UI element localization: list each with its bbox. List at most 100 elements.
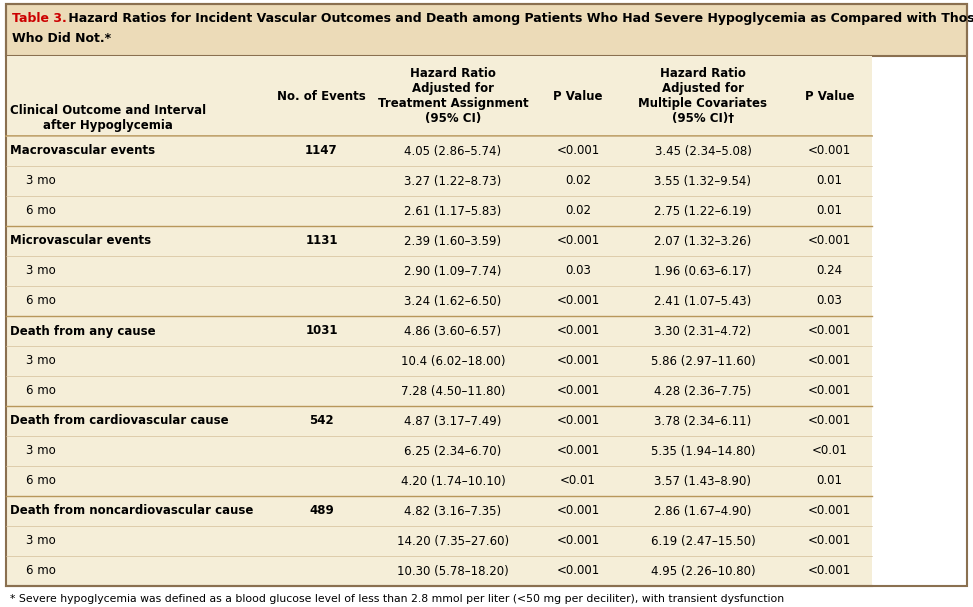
Text: 2.86 (1.67–4.90): 2.86 (1.67–4.90) [654,504,752,518]
Text: 4.20 (1.74–10.10): 4.20 (1.74–10.10) [401,475,505,487]
Text: 1.96 (0.63–6.17): 1.96 (0.63–6.17) [654,265,752,277]
Text: 5.86 (2.97–11.60): 5.86 (2.97–11.60) [651,354,755,367]
Text: Who Did Not.*: Who Did Not.* [12,32,111,45]
Text: 0.02: 0.02 [565,205,591,217]
Text: 6.19 (2.47–15.50): 6.19 (2.47–15.50) [651,535,755,548]
Bar [6,346,872,376]
Text: 542: 542 [309,415,334,427]
Text: Hazard Ratios for Incident Vascular Outcomes and Death among Patients Who Had Se: Hazard Ratios for Incident Vascular Outc… [64,12,973,25]
Text: 2.41 (1.07–5.43): 2.41 (1.07–5.43) [655,294,751,308]
Text: 6 mo: 6 mo [26,294,55,308]
Bar [6,56,872,136]
Text: 4.05 (2.86–5.74): 4.05 (2.86–5.74) [405,144,501,157]
Text: <0.001: <0.001 [557,504,599,518]
Text: 3.78 (2.34–6.11): 3.78 (2.34–6.11) [655,415,751,427]
Bar [6,286,872,316]
Text: 0.24: 0.24 [816,265,843,277]
Bar [6,316,872,346]
Bar [6,556,872,586]
Text: <0.001: <0.001 [557,144,599,157]
Text: <0.001: <0.001 [808,234,851,248]
Text: 14.20 (7.35–27.60): 14.20 (7.35–27.60) [397,535,509,548]
Text: 1031: 1031 [306,325,338,337]
Bar [6,496,872,526]
Text: 6 mo: 6 mo [26,475,55,487]
Text: Clinical Outcome and Interval
after Hypoglycemia: Clinical Outcome and Interval after Hypo… [10,104,206,132]
Text: <0.001: <0.001 [808,325,851,337]
Text: P Value: P Value [805,89,854,103]
Bar [6,4,967,56]
Bar [6,436,872,466]
Text: <0.001: <0.001 [808,415,851,427]
Text: 4.87 (3.17–7.49): 4.87 (3.17–7.49) [405,415,502,427]
Text: P Value: P Value [554,89,602,103]
Text: 1147: 1147 [306,144,338,157]
Bar [6,466,872,496]
Text: Table 3.: Table 3. [12,12,67,25]
Bar [6,226,872,256]
Text: Microvascular events: Microvascular events [10,234,151,248]
Text: 5.35 (1.94–14.80): 5.35 (1.94–14.80) [651,444,755,458]
Bar [6,526,872,556]
Text: 3 mo: 3 mo [26,535,55,548]
Text: 6 mo: 6 mo [26,384,55,398]
Text: * Severe hypoglycemia was defined as a blood glucose level of less than 2.8 mmol: * Severe hypoglycemia was defined as a b… [10,594,784,604]
Text: 3.55 (1.32–9.54): 3.55 (1.32–9.54) [655,174,751,188]
Text: <0.001: <0.001 [557,325,599,337]
Bar [6,256,872,286]
Text: 0.01: 0.01 [816,174,843,188]
Text: 0.01: 0.01 [816,205,843,217]
Text: Death from noncardiovascular cause: Death from noncardiovascular cause [10,504,253,518]
Text: <0.001: <0.001 [557,354,599,367]
Text: 0.03: 0.03 [565,265,591,277]
Bar [6,406,872,436]
Text: 3.45 (2.34–5.08): 3.45 (2.34–5.08) [655,144,751,157]
Bar [6,196,872,226]
Text: 4.82 (3.16–7.35): 4.82 (3.16–7.35) [405,504,501,518]
Text: <0.001: <0.001 [808,354,851,367]
Text: 10.30 (5.78–18.20): 10.30 (5.78–18.20) [397,565,509,577]
Text: 2.90 (1.09–7.74): 2.90 (1.09–7.74) [405,265,502,277]
Text: 2.75 (1.22–6.19): 2.75 (1.22–6.19) [654,205,752,217]
Text: 3 mo: 3 mo [26,174,55,188]
Text: 10.4 (6.02–18.00): 10.4 (6.02–18.00) [401,354,505,367]
Text: <0.01: <0.01 [811,444,847,458]
Bar [6,166,872,196]
Text: 0.02: 0.02 [565,174,591,188]
Text: 4.28 (2.36–7.75): 4.28 (2.36–7.75) [655,384,751,398]
Text: 6.25 (2.34–6.70): 6.25 (2.34–6.70) [405,444,502,458]
Text: 3 mo: 3 mo [26,354,55,367]
Text: 4.86 (3.60–6.57): 4.86 (3.60–6.57) [405,325,501,337]
Text: Macrovascular events: Macrovascular events [10,144,155,157]
Text: <0.001: <0.001 [808,144,851,157]
Text: 3.30 (2.31–4.72): 3.30 (2.31–4.72) [655,325,751,337]
Text: 0.03: 0.03 [816,294,843,308]
Text: <0.001: <0.001 [808,384,851,398]
Text: 7.28 (4.50–11.80): 7.28 (4.50–11.80) [401,384,505,398]
Text: Hazard Ratio
Adjusted for
Treatment Assignment
(95% CI): Hazard Ratio Adjusted for Treatment Assi… [378,67,528,125]
Text: Death from cardiovascular cause: Death from cardiovascular cause [10,415,229,427]
Text: <0.001: <0.001 [557,415,599,427]
Text: No. of Events: No. of Events [277,89,366,103]
Text: 3 mo: 3 mo [26,265,55,277]
Text: 6 mo: 6 mo [26,565,55,577]
Text: <0.001: <0.001 [557,384,599,398]
Text: <0.001: <0.001 [557,535,599,548]
Text: <0.001: <0.001 [808,535,851,548]
Text: 3.27 (1.22–8.73): 3.27 (1.22–8.73) [405,174,502,188]
Text: 4.95 (2.26–10.80): 4.95 (2.26–10.80) [651,565,755,577]
Text: 2.61 (1.17–5.83): 2.61 (1.17–5.83) [405,205,502,217]
Text: <0.001: <0.001 [557,294,599,308]
Text: Death from any cause: Death from any cause [10,325,156,337]
Text: 2.39 (1.60–3.59): 2.39 (1.60–3.59) [405,234,501,248]
Text: 3 mo: 3 mo [26,444,55,458]
Text: <0.001: <0.001 [557,234,599,248]
Text: 1131: 1131 [306,234,338,248]
Text: 3.24 (1.62–6.50): 3.24 (1.62–6.50) [405,294,502,308]
Text: <0.001: <0.001 [808,565,851,577]
Text: Hazard Ratio
Adjusted for
Multiple Covariates
(95% CI)†: Hazard Ratio Adjusted for Multiple Covar… [638,67,768,125]
Text: 489: 489 [309,504,334,518]
Text: <0.001: <0.001 [557,444,599,458]
Text: 0.01: 0.01 [816,475,843,487]
Bar [6,376,872,406]
